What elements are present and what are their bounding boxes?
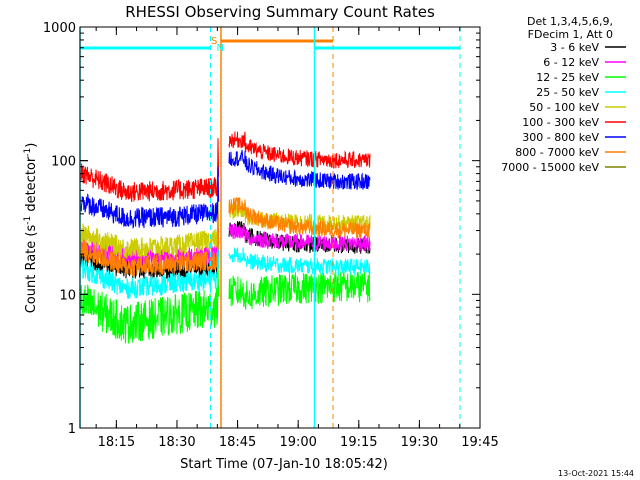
x-tick-label: 19:00 <box>279 435 316 450</box>
series-6 <box>79 149 371 229</box>
y-tick-label: 1000 <box>43 21 76 36</box>
series-trace-post <box>228 222 371 253</box>
legend-label: 25 - 50 keV <box>536 86 599 99</box>
series-7 <box>79 197 371 277</box>
legend-header: Det 1,3,4,5,6,9, <box>527 15 613 28</box>
plot-frame <box>79 26 481 429</box>
x-tick-label: 18:15 <box>98 435 135 450</box>
legend-label: 800 - 7000 keV <box>515 146 599 159</box>
legend-label: 6 - 12 keV <box>543 56 599 69</box>
x-tick-label: 18:45 <box>219 435 256 450</box>
legend-label: 50 - 100 keV <box>529 101 599 114</box>
legend-label: 12 - 25 keV <box>536 71 599 84</box>
x-tick-label: 19:30 <box>401 435 438 450</box>
x-axis-label: Start Time (07-Jan-10 18:05:42) <box>180 457 388 472</box>
chart-title: RHESSI Observing Summary Count Rates <box>125 3 435 21</box>
series-trace-post <box>228 149 371 190</box>
series-trace-post <box>228 270 371 310</box>
series-trace-pre <box>79 266 220 345</box>
series-5 <box>79 131 371 202</box>
legend-header: FDecim 1, Att 0 <box>528 28 613 41</box>
series-trace-pre <box>79 232 220 299</box>
series-trace-post <box>228 131 371 169</box>
y-tick-label: 10 <box>59 288 76 303</box>
legend-label: 100 - 300 keV <box>522 116 599 129</box>
night-label: N <box>217 43 224 54</box>
series-2 <box>79 266 371 345</box>
series-trace-pre <box>79 214 220 277</box>
series-trace-pre <box>79 166 220 229</box>
x-tick-label: 18:30 <box>158 435 195 450</box>
legend: Det 1,3,4,5,6,9,FDecim 1, Att 03 - 6 keV… <box>501 15 626 174</box>
legend-label: 7000 - 15000 keV <box>501 161 599 174</box>
y-tick-label: 100 <box>51 155 76 170</box>
series-trace-post <box>228 197 371 239</box>
saa-label: S <box>211 36 217 47</box>
legend-label: 300 - 800 keV <box>522 131 599 144</box>
y-axis-label: Count Rate (s-1 detector-1) <box>23 143 39 314</box>
series-trace-post <box>228 247 371 276</box>
axes: 1 10 100 1000 18:15 18:30 18:45 19:00 19:15 19:30… <box>43 21 499 450</box>
series-3 <box>79 232 371 299</box>
plot-timestamp: 13-Oct-2021 15:44 <box>558 469 634 478</box>
series-trace-pre <box>79 138 220 202</box>
x-tick-label: 19:45 <box>461 435 498 450</box>
x-tick-label: 19:15 <box>340 435 377 450</box>
legend-label: 3 - 6 keV <box>550 41 599 54</box>
y-tick-label: 1 <box>68 422 76 437</box>
